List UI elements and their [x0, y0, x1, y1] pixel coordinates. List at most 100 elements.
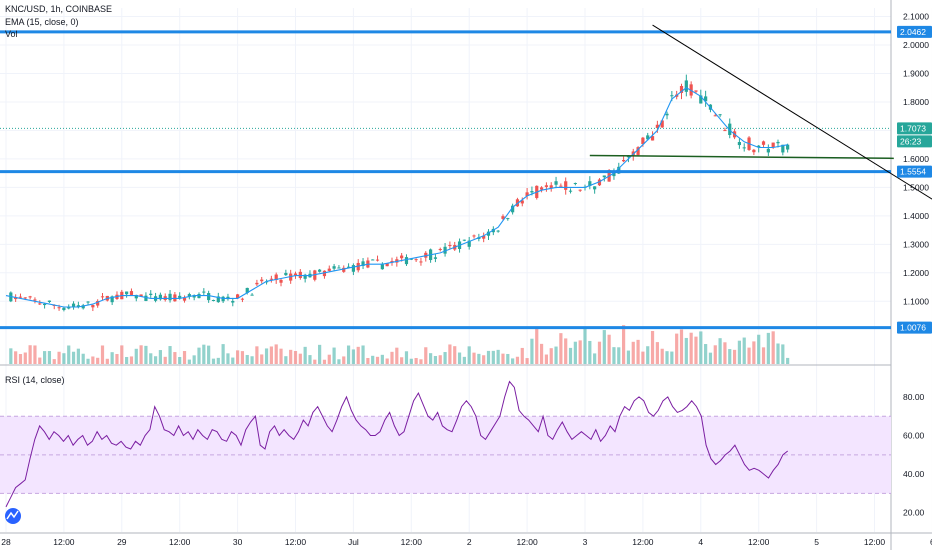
candle-body	[462, 239, 466, 241]
last-price-tag-text: 1.7073	[900, 123, 926, 133]
volume-bar	[81, 353, 85, 364]
volume-bar	[62, 353, 66, 364]
volume-bar	[578, 340, 582, 364]
volume-bar	[125, 356, 129, 364]
candle-body	[723, 130, 727, 132]
volume-bar	[236, 350, 240, 364]
time-tick-9: 12:00	[516, 537, 538, 547]
candle-body	[375, 259, 380, 261]
volume-bar	[52, 359, 56, 364]
candle-body	[100, 296, 105, 298]
volume-bar	[757, 334, 761, 364]
volume-bar	[158, 350, 162, 364]
candle-body	[414, 259, 418, 261]
volume-bar	[467, 346, 471, 364]
volume-bar	[679, 329, 684, 364]
candle-body	[192, 295, 196, 298]
horizontal-levels[interactable]	[0, 30, 891, 330]
volume-bar	[279, 348, 283, 364]
volume-bar	[771, 331, 775, 364]
candle-body	[385, 263, 389, 267]
volume-bar	[626, 350, 631, 364]
volume-bar	[520, 347, 524, 364]
candle-body	[525, 192, 529, 197]
volume-bar	[443, 352, 447, 364]
rsi-band	[0, 415, 891, 494]
candle-body	[404, 257, 409, 265]
ema-legend[interactable]: EMA (15, close, 0)	[5, 17, 79, 27]
candle-body	[76, 305, 80, 307]
volume-bar	[67, 345, 71, 364]
time-tick-15: 12:00	[864, 537, 886, 547]
volume-bar	[149, 353, 153, 364]
volume-bar	[163, 356, 167, 364]
candle-body	[544, 185, 548, 187]
candle-body	[752, 149, 756, 153]
symbol-legend[interactable]: KNC/USD, 1h, COINBASE	[5, 4, 113, 14]
candle-body	[298, 271, 302, 278]
candle-body	[438, 248, 442, 250]
time-tick-4: 30	[233, 537, 243, 547]
candle-body	[18, 296, 23, 298]
volume-bar	[332, 347, 336, 364]
volume-bars	[9, 325, 790, 364]
volume-bar	[496, 349, 500, 364]
volume-bar	[245, 354, 249, 364]
time-tick-3: 12:00	[169, 537, 191, 547]
drawn-lines[interactable]	[0, 24, 932, 200]
volume-bar	[371, 355, 375, 364]
candle-body	[593, 186, 597, 190]
level-tag-0-text: 2.0462	[900, 27, 926, 37]
volume-bar	[462, 356, 466, 364]
ema-path	[5, 87, 788, 308]
candle-body	[23, 297, 27, 299]
volume-bar	[549, 348, 553, 364]
candle-body	[269, 278, 273, 280]
axes: 2.10002.00001.90001.80001.70001.60001.50…	[1, 12, 932, 547]
volume-bar	[100, 345, 105, 364]
volume-bar	[539, 343, 544, 364]
volume-bar	[491, 350, 495, 364]
candle-body	[110, 296, 114, 303]
candle-body	[665, 113, 669, 116]
candle-body	[501, 216, 505, 219]
candle-body	[728, 123, 732, 135]
rsi-legend[interactable]: RSI (14, close)	[5, 375, 65, 385]
candle-body	[482, 235, 486, 239]
volume-bar	[588, 340, 592, 364]
candle-body	[67, 306, 71, 309]
volume-bar	[622, 325, 626, 364]
volume-bar	[139, 345, 143, 364]
volume-bar	[655, 342, 659, 364]
volume-bar	[342, 356, 346, 364]
rsi-tick-2: 40.00	[903, 469, 925, 479]
price-tick-9: 1.2000	[903, 268, 929, 278]
rsi-tick-3: 20.00	[903, 508, 925, 518]
candle-body	[303, 274, 307, 279]
candle-body	[182, 297, 187, 301]
volume-bar	[559, 333, 563, 364]
tradingview-logo-icon	[5, 508, 21, 524]
candle-body	[245, 287, 249, 293]
candle-body	[771, 142, 775, 147]
candle-body	[327, 268, 331, 271]
volume-bar	[433, 356, 438, 364]
candle-body	[670, 95, 674, 97]
volume-bar	[144, 345, 148, 364]
price-tick-7: 1.4000	[903, 211, 929, 221]
candle-body	[757, 145, 761, 148]
volume-bar	[274, 344, 278, 364]
candle-body	[332, 266, 336, 269]
candle-body	[419, 261, 423, 263]
time-tick-10: 3	[583, 537, 588, 547]
volume-bar	[564, 338, 568, 364]
logo-mark	[6, 510, 19, 520]
candle-body	[776, 141, 780, 144]
time-tick-1: 12:00	[53, 537, 75, 547]
volume-legend[interactable]: Vol	[5, 29, 18, 39]
volume-bar	[713, 345, 717, 364]
candle-body	[573, 183, 577, 185]
candle-body	[631, 151, 635, 156]
price-tick-0: 2.1000	[903, 12, 929, 22]
